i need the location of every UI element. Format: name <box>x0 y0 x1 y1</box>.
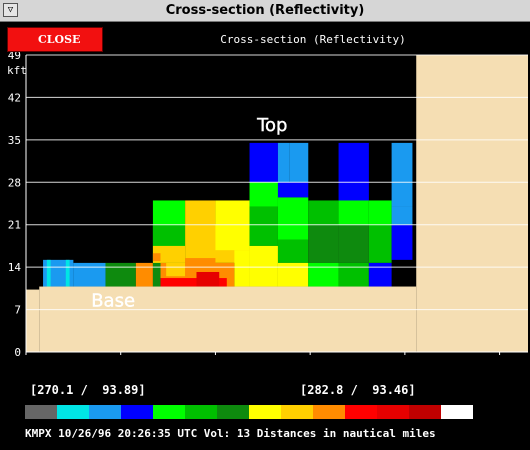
close-button[interactable]: CLOSE <box>7 27 103 52</box>
reflectivity-cell <box>185 200 216 225</box>
reflectivity-cell <box>160 278 227 287</box>
reflectivity-color-scale <box>25 405 473 419</box>
reflectivity-cell <box>215 224 250 251</box>
reflectivity-cell <box>46 259 51 287</box>
reflectivity-cell <box>338 262 369 287</box>
reflectivity-cell <box>152 262 161 287</box>
color-scale-swatch <box>345 405 377 419</box>
y-tick-label: 7 <box>14 304 21 317</box>
reflectivity-cell <box>368 200 392 225</box>
reflectivity-cell <box>338 200 369 225</box>
reflectivity-cell <box>368 262 392 287</box>
y-tick-label: 28 <box>8 176 21 189</box>
terrain <box>26 55 528 352</box>
reflectivity-cell <box>277 262 309 287</box>
panel-title: Cross-section (Reflectivity) <box>220 33 406 46</box>
y-axis-unit-label: kft <box>7 64 27 77</box>
window-title: Cross-section (Reflectivity) <box>165 3 365 18</box>
reflectivity-cell <box>289 142 309 183</box>
reflectivity-cell <box>152 224 186 246</box>
color-scale-swatch <box>217 405 249 419</box>
terrain-block <box>39 286 417 352</box>
reflectivity-cell <box>152 253 161 262</box>
reflectivity-cell <box>277 239 309 263</box>
status-line: KMPX 10/26/96 20:26:35 UTC Vol: 13 Dista… <box>25 427 436 440</box>
reflectivity-cell <box>234 250 250 287</box>
left-endpoint-coordinates: [270.1 / 93.89] <box>30 383 146 397</box>
reflectivity-cell <box>308 200 339 225</box>
reflectivity-cell <box>338 224 369 263</box>
color-scale-swatch <box>441 405 473 419</box>
y-tick-label: 21 <box>8 219 21 232</box>
reflectivity-cell <box>196 271 220 287</box>
reflectivity-cell <box>338 142 369 201</box>
window-titlebar: ▽ Cross-section (Reflectivity) <box>0 0 530 22</box>
reflectivity-cell <box>152 245 186 263</box>
reflectivity-cell <box>249 142 278 183</box>
y-tick-label: 0 <box>14 346 21 357</box>
color-scale-swatch <box>185 405 217 419</box>
color-scale-swatch <box>313 405 345 419</box>
color-scale-swatch <box>409 405 441 419</box>
reflectivity-cell <box>166 262 186 277</box>
terrain-block <box>26 289 40 352</box>
color-scale-swatch <box>57 405 89 419</box>
reflectivity-cell <box>249 245 278 287</box>
reflectivity-cell <box>391 224 413 260</box>
y-tick-label: 49 <box>8 52 21 62</box>
color-scale-swatch <box>153 405 185 419</box>
color-scale-swatch <box>121 405 153 419</box>
reflectivity-cell <box>277 182 309 198</box>
reflectivity-cell <box>215 200 250 225</box>
top-annotation: Top <box>256 115 287 136</box>
base-annotation: Base <box>91 291 135 312</box>
reflectivity-cell <box>368 224 392 263</box>
y-tick-label: 42 <box>8 91 21 104</box>
reflectivity-cell <box>73 262 106 287</box>
grid <box>26 54 528 311</box>
reflectivity-cell <box>277 142 290 183</box>
window-menu-button[interactable]: ▽ <box>3 3 18 17</box>
reflectivity-cell <box>65 259 70 287</box>
reflectivity-cell <box>105 262 136 287</box>
axes: 07142128354249kft0510152025 <box>7 52 528 357</box>
terrain-block <box>416 55 528 352</box>
color-scale-swatch <box>377 405 409 419</box>
annotations: Top Base <box>91 115 288 312</box>
color-scale-swatch <box>89 405 121 419</box>
reflectivity-cells <box>43 142 413 287</box>
reflectivity-cell <box>135 262 153 287</box>
color-scale-swatch <box>25 405 57 419</box>
reflectivity-cell <box>249 182 278 207</box>
y-tick-label: 35 <box>8 134 21 147</box>
reflectivity-cell <box>277 197 309 240</box>
reflectivity-cell <box>391 142 413 207</box>
reflectivity-cell <box>391 206 413 225</box>
reflectivity-cell <box>249 206 278 246</box>
color-scale-swatch <box>249 405 281 419</box>
reflectivity-cell <box>308 224 339 263</box>
right-endpoint-coordinates: [282.8 / 93.46] <box>300 383 416 397</box>
reflectivity-cell <box>308 262 339 287</box>
color-scale-swatch <box>281 405 313 419</box>
y-tick-label: 14 <box>8 261 22 274</box>
